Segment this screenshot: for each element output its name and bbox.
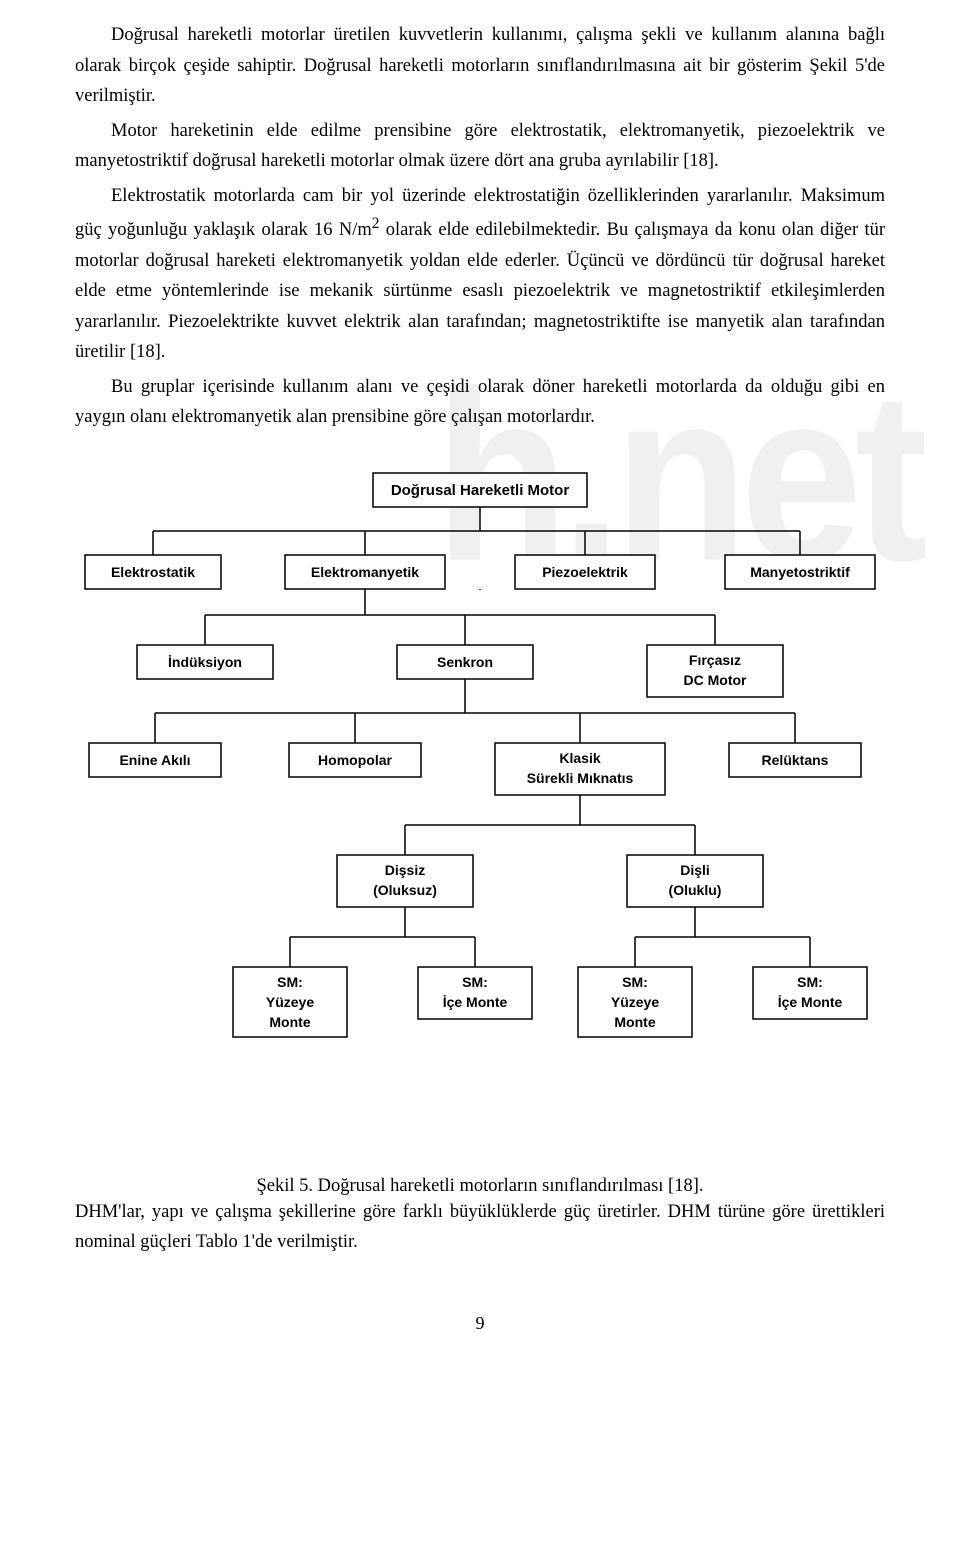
figure-caption: Şekil 5. Doğrusal hareketli motorların s… bbox=[75, 1176, 885, 1197]
node-sm-d-l2: İçe Monte bbox=[778, 994, 843, 1010]
node-disli-l1: Dişli bbox=[680, 862, 710, 878]
node-sm-a-l3: Monte bbox=[269, 1014, 310, 1030]
page-number: 9 bbox=[75, 1313, 885, 1334]
node-sm-c-l2: Yüzeye bbox=[611, 994, 659, 1010]
node-elektrostatik: Elektrostatik bbox=[111, 564, 195, 580]
node-piezoelektrik: Piezoelektrik bbox=[542, 564, 628, 580]
node-sm-c-l1: SM: bbox=[622, 974, 648, 990]
node-dissiz-l1: Dişsiz bbox=[385, 862, 425, 878]
node-elektromanyetik: Elektromanyetik bbox=[311, 564, 419, 580]
node-fircasiz-l1: Fırçasız bbox=[689, 652, 741, 668]
node-fircasiz-l2: DC Motor bbox=[684, 672, 748, 688]
node-dissiz-l2: (Oluksuz) bbox=[373, 882, 437, 898]
node-sm-b-l1: SM: bbox=[462, 974, 488, 990]
node-manyetostriktif: Manyetostriktif bbox=[750, 564, 850, 580]
node-sm-a-l2: Yüzeye bbox=[266, 994, 314, 1010]
node-reluktans: Relüktans bbox=[762, 752, 829, 768]
paragraph-after-caption: DHM'lar, yapı ve çalışma şekillerine gör… bbox=[75, 1197, 885, 1258]
node-klasik-l1: Klasik bbox=[559, 750, 600, 766]
node-sm-d-l1: SM: bbox=[797, 974, 823, 990]
hierarchy-diagram: Doğrusal Hareketli Motor Elektrostatik E… bbox=[75, 463, 885, 1148]
paragraph-3: Elektrostatik motorlarda cam bir yol üze… bbox=[75, 181, 885, 368]
node-homopolar: Homopolar bbox=[318, 752, 392, 768]
node-sm-a-l1: SM: bbox=[277, 974, 303, 990]
node-klasik-l2: Sürekli Mıknatıs bbox=[527, 770, 634, 786]
node-disli-l2: (Oluklu) bbox=[669, 882, 722, 898]
node-induksiyon: İndüksiyon bbox=[168, 654, 242, 670]
node-sm-b-l2: İçe Monte bbox=[443, 994, 508, 1010]
node-root: Doğrusal Hareketli Motor bbox=[391, 482, 570, 499]
p3-part-b: olarak elde edilebilmektedir. Bu çalışma… bbox=[75, 220, 885, 362]
node-enine-akili: Enine Akılı bbox=[119, 752, 190, 768]
paragraph-4: Bu gruplar içerisinde kullanım alanı ve … bbox=[75, 372, 885, 433]
node-senkron: Senkron bbox=[437, 654, 493, 670]
paragraph-1: Doğrusal hareketli motorlar üretilen kuv… bbox=[75, 20, 885, 112]
paragraph-2: Motor hareketinin elde edilme prensibine… bbox=[75, 116, 885, 177]
node-sm-c-l3: Monte bbox=[614, 1014, 655, 1030]
